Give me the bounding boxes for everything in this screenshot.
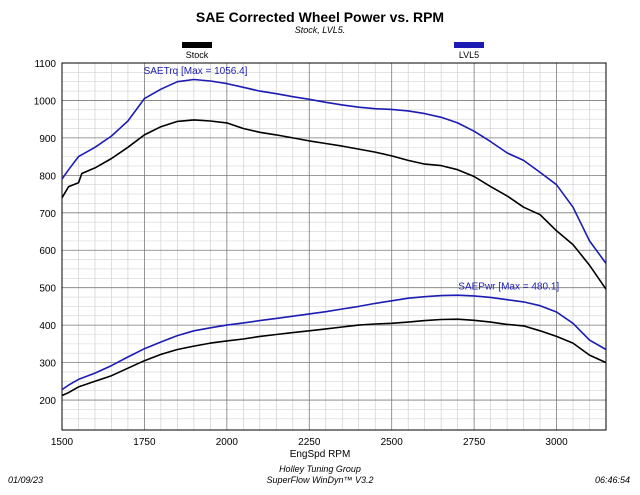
x-axis-label: EngSpd RPM (289, 449, 351, 460)
y-tick-label: 800 (39, 171, 56, 182)
x-tick-label: 1750 (133, 437, 156, 448)
y-tick-label: 400 (39, 321, 56, 332)
x-tick-label: 3000 (545, 437, 568, 448)
plot-frame (61, 62, 607, 431)
footer-time: 06:46:54 (594, 475, 630, 485)
y-tick-label: 200 (39, 396, 56, 407)
annotation-label: SAEPwr [Max = 480.1] (458, 282, 559, 293)
x-tick-label: 2250 (298, 437, 321, 448)
x-tick-label: 2000 (216, 437, 239, 448)
y-tick-label: 1000 (34, 96, 57, 107)
footer-software: SuperFlow WinDyn™ V3.2 (266, 475, 374, 485)
x-tick-label: 2750 (463, 437, 486, 448)
legend-item-lvl5: LVL5 (439, 42, 499, 60)
annotation-label: SAETrq [Max = 1056.4] (144, 66, 248, 77)
chart-subtitle: Stock, LVL5. (294, 25, 346, 35)
chart-title: SAE Corrected Wheel Power vs. RPM (195, 9, 445, 25)
legend-item-stock: Stock (167, 42, 227, 60)
series-line-lvl5-saetrq (61, 78, 607, 264)
y-tick-label: 700 (39, 209, 56, 220)
legend-swatch-lvl5 (454, 42, 484, 48)
legend-label-stock: Stock (185, 50, 209, 60)
x-tick-label: 1500 (51, 437, 74, 448)
y-tick-label: 500 (39, 284, 56, 295)
footer-company: Holley Tuning Group (279, 464, 361, 474)
series-line-stock-saetrq (61, 119, 607, 290)
y-tick-label: 300 (39, 359, 56, 370)
y-tick-label: 900 (39, 134, 56, 145)
x-tick-label: 2500 (381, 437, 404, 448)
legend-swatch-stock (182, 42, 212, 48)
y-tick-label: 600 (39, 246, 56, 257)
legend-label-lvl5: LVL5 (458, 50, 480, 60)
series-line-stock-saepwr (61, 318, 607, 397)
series-line-lvl5-saepwr (61, 294, 607, 391)
y-tick-label: 1100 (34, 59, 56, 70)
plot-area (62, 63, 606, 430)
footer-date: 01/09/23 (8, 475, 44, 485)
